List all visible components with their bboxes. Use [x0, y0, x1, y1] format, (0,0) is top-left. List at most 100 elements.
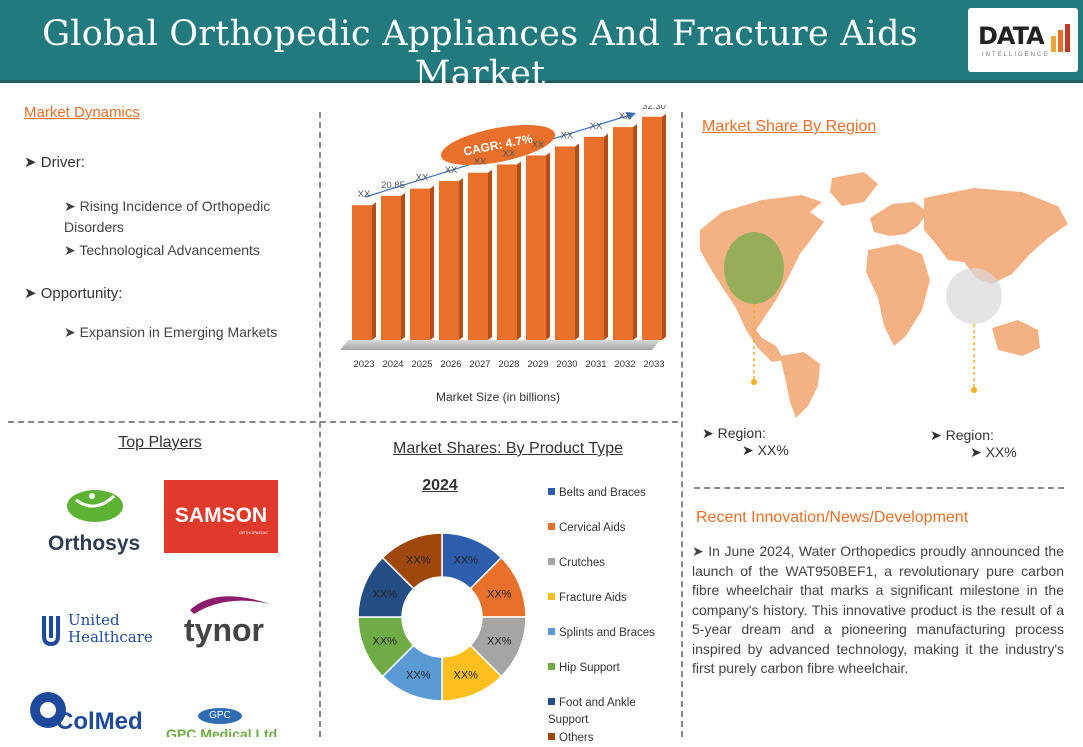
- region-name: Region:: [945, 427, 994, 443]
- samson-logo: SAMSON ORTHOPAEDIC: [164, 480, 278, 553]
- orthosys-name: Orthosys: [48, 532, 141, 555]
- opportunity-heading: ➤ Opportunity:: [24, 284, 122, 302]
- tynor-name: tynor: [184, 612, 264, 648]
- bar: [555, 146, 575, 340]
- bar-data-label: XX: [590, 121, 603, 132]
- legend-item: Cervical Aids: [548, 520, 658, 537]
- united-healthcare-icon: [42, 616, 60, 646]
- divider-vertical-2: [681, 112, 683, 737]
- driver-item: ➤ Rising Incidence of Orthopedic Disorde…: [64, 196, 294, 238]
- top-players-title: Top Players: [118, 434, 202, 451]
- news-text: In June 2024, Water Orthopedics proudly …: [692, 543, 1065, 676]
- news-title: Recent Innovation/News/Development: [696, 509, 969, 526]
- region-title: Market Share By Region: [702, 118, 877, 135]
- slice-data-label: XX%: [372, 636, 397, 648]
- region-label-2: ➤ Region: ➤ XX%: [930, 427, 1017, 461]
- product-type-donut-chart: XX% XX% XX% XX% XX% XX% XX% XX%: [357, 532, 527, 702]
- donut-slice: [381, 532, 443, 590]
- bar-side: [546, 152, 550, 340]
- region-name: Region:: [717, 425, 766, 441]
- header-banner: Global Orthopedic Appliances And Fractur…: [0, 0, 1083, 94]
- bar: [468, 172, 488, 340]
- tynor-logo: tynor: [182, 592, 282, 656]
- market-size-bar-chart: CAGR: 4.7% XX20.85XXXXXXXXXXXXXXXX32.30 …: [340, 105, 666, 404]
- page-title: Global Orthopedic Appliances And Fractur…: [42, 14, 918, 94]
- bar-side: [633, 124, 637, 340]
- legend-item: Fracture Aids: [548, 590, 658, 607]
- legend-swatch: [548, 628, 555, 635]
- bar: [613, 127, 633, 340]
- x-axis-label: Market Size (in billions): [436, 390, 560, 404]
- legend-label: Splints and Braces: [559, 627, 655, 639]
- x-tick-label: 2024: [382, 359, 403, 370]
- arrow-bullet-icon: ➤: [64, 198, 80, 214]
- slice-data-label: XX%: [406, 669, 431, 681]
- driver-heading: ➤ Driver:: [24, 153, 85, 171]
- bar: [526, 155, 546, 340]
- opportunity-text: Expansion in Emerging Markets: [79, 324, 278, 340]
- region-pointer-dot-2: [971, 387, 977, 393]
- arrow-bullet-icon: ➤: [24, 154, 41, 171]
- opportunity-item: ➤ Expansion in Emerging Markets: [64, 322, 304, 343]
- bar-side: [459, 178, 463, 340]
- orthosys-icon: [67, 490, 123, 522]
- bar-data-label: 20.85: [381, 180, 405, 191]
- x-tick-label: 2030: [556, 359, 577, 370]
- legend-swatch: [548, 698, 555, 705]
- map-africa: [866, 244, 930, 346]
- bar-side: [488, 169, 492, 340]
- arrow-bullet-icon: ➤: [24, 285, 41, 302]
- colmed-icon: [30, 692, 66, 728]
- x-tick-label: 2028: [498, 359, 519, 370]
- region-highlight-asia: [946, 268, 1002, 324]
- bar: [439, 181, 459, 340]
- divider-horizontal-left: [8, 421, 678, 423]
- x-tick-label: 2025: [411, 359, 432, 370]
- samson-subtext: ORTHOPAEDIC: [239, 530, 268, 535]
- legend-item: Belts and Braces: [548, 485, 658, 502]
- bar: [381, 195, 401, 340]
- news-body: ➤ In June 2024, Water Orthopedics proudl…: [692, 542, 1064, 679]
- bar-data-label: XX: [619, 111, 632, 122]
- opportunity-label: Opportunity:: [40, 285, 123, 302]
- bar-data-label: XX: [358, 189, 371, 200]
- x-tick-label: 2032: [614, 359, 635, 370]
- bar-data-label: XX: [532, 139, 545, 150]
- legend-swatch: [548, 488, 555, 495]
- bar-side: [575, 143, 579, 340]
- united-healthcare-name: United Healthcare: [68, 611, 153, 646]
- bar-side: [430, 185, 434, 340]
- x-tick-label: 2027: [469, 359, 490, 370]
- legend-swatch: [548, 593, 555, 600]
- slice-data-label: XX%: [372, 588, 397, 600]
- bar-data-label: XX: [445, 165, 458, 176]
- bar: [497, 164, 517, 340]
- region-highlight-north-america: [724, 232, 784, 304]
- arrow-bullet-icon: ➤: [64, 324, 80, 340]
- brand-logo-subtext: INTELLIGENCE: [982, 52, 1050, 58]
- arrow-bullet-icon: ➤: [64, 242, 80, 258]
- bar-side: [372, 202, 376, 340]
- bar-side: [662, 113, 666, 340]
- driver-label: Driver:: [40, 154, 85, 171]
- map-greenland: [830, 172, 878, 206]
- product-type-title: Market Shares: By Product Type: [392, 440, 624, 457]
- slice-data-label: XX%: [406, 555, 431, 567]
- divider-vertical-1: [319, 112, 321, 737]
- legend-item: Hip Support: [548, 660, 658, 677]
- bar-chart-icon: [1051, 24, 1070, 52]
- arrow-bullet-icon: ➤: [930, 427, 946, 443]
- region-label-1: ➤ Region: ➤ XX%: [702, 425, 789, 459]
- samson-name: SAMSON: [174, 504, 268, 527]
- x-tick-label: 2029: [527, 359, 548, 370]
- region-value: XX%: [985, 444, 1017, 460]
- colmed-logo: ColMed: [22, 688, 152, 737]
- colmed-name: ColMed: [56, 708, 143, 735]
- x-tick-label: 2026: [440, 359, 461, 370]
- legend-item: Others: [548, 730, 658, 747]
- gpc-logo: GPC GPC Medical Ltd.: [162, 706, 282, 737]
- bar: [642, 116, 662, 340]
- market-dynamics-title: Market Dynamics: [24, 104, 140, 121]
- legend-swatch: [548, 523, 555, 530]
- legend-label: Belts and Braces: [559, 487, 646, 499]
